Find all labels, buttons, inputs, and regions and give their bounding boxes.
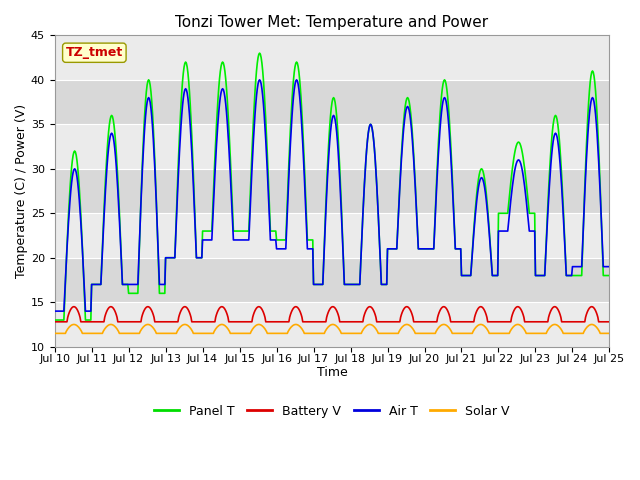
Panel T (256, 50, 264, 56)
Battery V (118, 319, 126, 324)
Panel T (174, 170, 182, 176)
Y-axis label: Temperature (C) / Power (V): Temperature (C) / Power (V) (15, 104, 28, 278)
Bar (54, 258, 609, 302)
Solar V (118, 331, 126, 336)
Air T (174, 181, 182, 187)
Battery V (416, 319, 424, 324)
Battery V (61, 319, 68, 324)
Battery V (605, 319, 612, 324)
Panel T (51, 317, 58, 323)
Solar V (605, 331, 612, 336)
Solar V (204, 331, 212, 336)
Air T (605, 264, 612, 270)
Battery V (175, 314, 182, 320)
Line: Battery V: Battery V (54, 307, 609, 322)
Title: Tonzi Tower Met: Temperature and Power: Tonzi Tower Met: Temperature and Power (175, 15, 488, 30)
Solar V (51, 331, 58, 336)
Battery V (51, 319, 58, 324)
Air T (400, 125, 408, 131)
Solar V (416, 331, 424, 336)
Bar (54, 36, 609, 80)
Solar V (400, 323, 408, 328)
Line: Solar V: Solar V (54, 324, 609, 334)
Solar V (70, 322, 77, 327)
Air T (51, 308, 58, 314)
Air T (118, 264, 125, 270)
Solar V (61, 331, 68, 336)
Panel T (204, 228, 211, 234)
Air T (61, 292, 68, 298)
Solar V (175, 326, 182, 332)
Panel T (400, 118, 408, 124)
Panel T (605, 273, 612, 278)
Text: TZ_tmet: TZ_tmet (66, 46, 123, 59)
Air T (416, 246, 424, 252)
Panel T (118, 263, 125, 268)
Air T (204, 237, 211, 243)
Bar (54, 124, 609, 169)
Legend: Panel T, Battery V, Air T, Solar V: Panel T, Battery V, Air T, Solar V (149, 400, 515, 423)
Line: Panel T: Panel T (54, 53, 609, 320)
Bar (54, 169, 609, 213)
X-axis label: Time: Time (317, 366, 348, 379)
Panel T (416, 246, 424, 252)
Bar (54, 80, 609, 124)
Battery V (204, 319, 212, 324)
Bar (54, 213, 609, 258)
Air T (256, 77, 264, 83)
Bar (54, 302, 609, 347)
Panel T (61, 298, 68, 304)
Battery V (400, 306, 408, 312)
Line: Air T: Air T (54, 80, 609, 311)
Battery V (70, 304, 77, 310)
